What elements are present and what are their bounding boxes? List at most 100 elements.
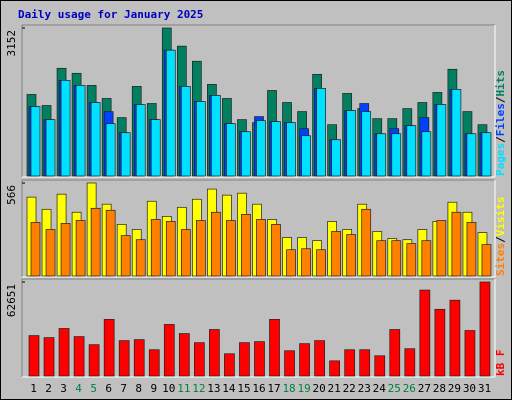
bar <box>150 119 161 177</box>
bar <box>254 341 265 377</box>
bar <box>88 344 100 377</box>
x-tick-label: 26 <box>403 382 416 395</box>
bar <box>314 340 325 377</box>
bar <box>389 329 401 377</box>
bar <box>466 133 477 177</box>
bar <box>464 330 476 377</box>
x-tick-label: 31 <box>478 382 491 395</box>
legend-entry: Pages <box>494 143 507 176</box>
bar <box>331 231 341 277</box>
legend-entry: kB F <box>494 350 507 377</box>
bar <box>226 220 236 277</box>
x-tick-label: 15 <box>237 382 250 395</box>
x-tick-label: 13 <box>207 382 220 395</box>
bar <box>45 119 56 177</box>
chart-title: Daily usage for January 2025 <box>18 8 203 21</box>
bar <box>73 336 85 377</box>
bar <box>148 349 160 377</box>
bar <box>421 131 432 177</box>
bar <box>178 333 190 377</box>
bar <box>479 281 491 377</box>
x-tick-label: 25 <box>388 382 401 395</box>
legend-entry: Files <box>494 103 507 136</box>
bar <box>60 80 71 177</box>
bar <box>346 110 357 177</box>
x-tick-label: 18 <box>282 382 295 395</box>
bar <box>105 209 116 277</box>
bar <box>436 104 447 177</box>
bar <box>271 121 281 177</box>
bar <box>269 319 280 377</box>
x-tick-label: 23 <box>358 382 371 395</box>
x-tick-label: 7 <box>120 382 127 395</box>
y-tick-label: 566 <box>5 185 18 205</box>
bar <box>466 222 477 277</box>
bar <box>376 133 387 177</box>
x-tick-label: 5 <box>90 382 97 395</box>
bar <box>58 328 70 377</box>
bar <box>256 120 266 177</box>
bar <box>481 244 492 277</box>
bar <box>90 207 101 277</box>
x-tick-label: 8 <box>135 382 142 395</box>
x-tick-label: 22 <box>343 382 356 395</box>
bar <box>241 131 251 177</box>
bar <box>316 249 326 277</box>
x-tick-label: 16 <box>252 382 265 395</box>
bar <box>361 111 372 177</box>
bar <box>60 223 71 277</box>
x-tick-label: 27 <box>418 382 431 395</box>
bar <box>284 350 295 377</box>
bar <box>361 208 372 277</box>
bar <box>286 249 296 277</box>
bar <box>406 243 417 277</box>
bar <box>391 133 402 177</box>
y-tick-label: 3152 <box>5 30 18 57</box>
legend: kB F <box>494 350 507 377</box>
bar <box>28 335 40 377</box>
bar <box>434 308 446 377</box>
bar <box>376 240 387 277</box>
bar <box>180 229 191 277</box>
bar <box>419 289 431 377</box>
bar <box>30 106 41 177</box>
bar <box>451 89 462 177</box>
bar <box>30 222 41 277</box>
x-tick-label: 30 <box>463 382 476 395</box>
bar <box>256 219 266 277</box>
legend-entry: Hits <box>494 70 507 97</box>
bar <box>299 343 310 377</box>
bar <box>165 49 176 177</box>
bar <box>209 329 220 377</box>
x-tick-label: 19 <box>297 382 310 395</box>
bar <box>135 239 146 277</box>
bar <box>316 88 326 177</box>
x-tick-label: 3 <box>60 382 67 395</box>
legend-separator: / <box>494 236 507 243</box>
x-tick-label: 9 <box>150 382 157 395</box>
bar <box>180 86 191 177</box>
bar <box>331 139 341 177</box>
bar <box>374 355 386 377</box>
bar <box>105 123 116 177</box>
x-tick-label: 6 <box>105 382 112 395</box>
bar <box>103 319 115 377</box>
x-tick-label: 20 <box>313 382 326 395</box>
y-tick-label: 62651 <box>5 284 18 317</box>
bar <box>75 220 86 277</box>
x-tick-label: 11 <box>177 382 190 395</box>
bar <box>286 122 296 177</box>
legend-entry: Sites <box>494 243 507 276</box>
bar <box>118 340 130 377</box>
bar <box>421 240 432 277</box>
bar <box>301 135 311 177</box>
legend: Pages/Files/Hits <box>494 70 507 176</box>
bar <box>196 101 206 177</box>
bar <box>43 337 55 377</box>
bar <box>135 104 146 177</box>
bar <box>75 85 86 177</box>
bar <box>391 240 402 277</box>
bar <box>404 348 416 377</box>
